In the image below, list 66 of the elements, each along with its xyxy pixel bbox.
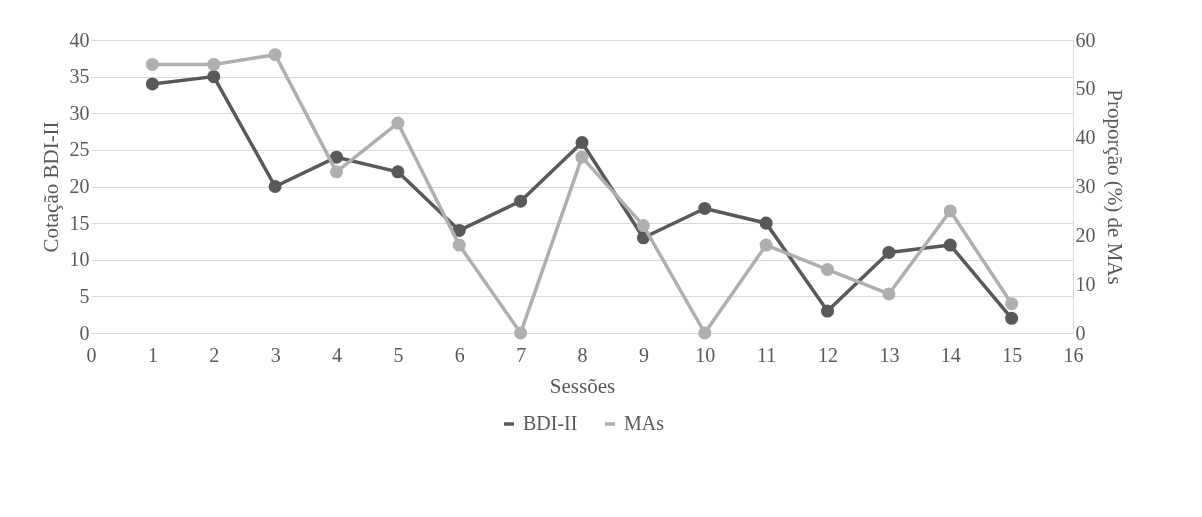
y2-tick-label: 30 bbox=[1075, 175, 1096, 197]
point bbox=[391, 116, 405, 130]
y-tick-label: 35 bbox=[69, 65, 90, 88]
y-tick-label: 30 bbox=[69, 101, 90, 124]
point bbox=[943, 204, 957, 218]
point bbox=[391, 165, 405, 179]
y-tick-label: 15 bbox=[69, 211, 90, 234]
point bbox=[145, 57, 159, 71]
point bbox=[759, 216, 773, 230]
point bbox=[820, 304, 835, 318]
point bbox=[514, 194, 528, 208]
y-tick-label: 40 bbox=[69, 28, 90, 51]
point bbox=[698, 326, 712, 340]
x-tick-label: 11 bbox=[756, 343, 777, 366]
x-tick-label: 10 bbox=[695, 343, 716, 366]
y2-axis-title: Proporção (%) de MAs bbox=[1102, 89, 1127, 285]
y2-tick-label: 10 bbox=[1075, 272, 1096, 295]
point bbox=[145, 77, 159, 91]
point bbox=[698, 201, 712, 215]
x-tick-label: 2 bbox=[209, 343, 220, 366]
point bbox=[882, 287, 896, 301]
point bbox=[820, 263, 835, 277]
x-tick-label: 12 bbox=[818, 343, 838, 366]
y-tick-label: 20 bbox=[69, 175, 90, 197]
point bbox=[452, 238, 466, 252]
point bbox=[575, 136, 589, 150]
point bbox=[207, 57, 221, 71]
point bbox=[452, 223, 466, 237]
x-tick-label: 9 bbox=[638, 343, 649, 366]
x-tick-label: 4 bbox=[332, 343, 342, 366]
x-tick-label: 14 bbox=[940, 343, 961, 366]
y-tick-label: 25 bbox=[69, 138, 90, 161]
point bbox=[1005, 311, 1019, 325]
point bbox=[329, 165, 344, 179]
point bbox=[514, 326, 528, 340]
y2-tick-label: 60 bbox=[1075, 28, 1096, 51]
point bbox=[575, 150, 589, 164]
x-tick-label: 13 bbox=[879, 343, 900, 366]
point bbox=[268, 48, 282, 62]
x-tick-label: 1 bbox=[147, 343, 158, 366]
x-tick-label: 3 bbox=[270, 343, 281, 366]
point bbox=[943, 238, 957, 252]
point bbox=[882, 245, 896, 259]
x-tick-label: 8 bbox=[577, 343, 588, 366]
point bbox=[207, 70, 221, 84]
y-tick-label: 5 bbox=[79, 284, 90, 307]
point bbox=[1005, 297, 1019, 311]
legend-label: BDI-II bbox=[523, 412, 578, 434]
y2-tick-label: 40 bbox=[1075, 126, 1096, 149]
point bbox=[268, 179, 282, 194]
point bbox=[759, 238, 773, 252]
y-tick-label: 0 bbox=[79, 321, 90, 344]
y-tick-label: 10 bbox=[69, 248, 90, 271]
x-tick-label: 16 bbox=[1063, 343, 1084, 366]
x-tick-label: 6 bbox=[454, 343, 465, 366]
point bbox=[636, 219, 650, 233]
x-tick-label: 7 bbox=[516, 343, 527, 366]
legend-label: MAs bbox=[624, 412, 665, 434]
y2-tick-label: 0 bbox=[1075, 321, 1086, 344]
y-axis-title: Cotação BDI-II bbox=[38, 121, 63, 253]
x-tick-label: 5 bbox=[393, 343, 404, 366]
x-tick-label: 15 bbox=[1002, 343, 1023, 366]
y2-tick-label: 20 bbox=[1075, 223, 1096, 246]
y2-tick-label: 50 bbox=[1075, 77, 1096, 100]
x-axis-title: Sessões bbox=[549, 373, 616, 398]
point bbox=[329, 150, 344, 164]
